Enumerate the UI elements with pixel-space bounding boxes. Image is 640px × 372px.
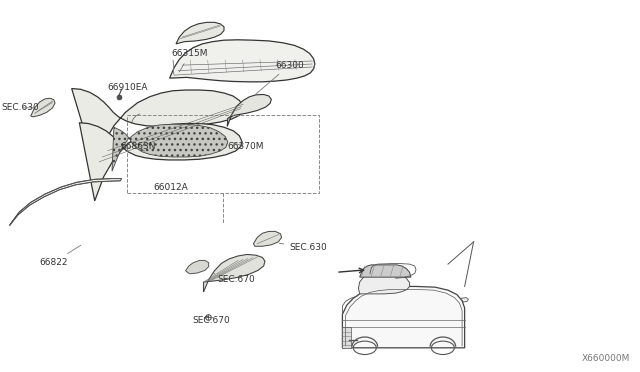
Polygon shape [360,265,411,277]
Text: 66863N: 66863N [120,142,156,151]
Polygon shape [227,94,271,126]
Polygon shape [186,260,209,274]
Polygon shape [342,286,465,348]
Bar [127,115,319,193]
Text: X660000M: X660000M [582,354,630,363]
Polygon shape [112,124,228,171]
Polygon shape [342,327,351,348]
Text: SEC.630: SEC.630 [279,243,327,252]
Polygon shape [358,272,410,294]
Polygon shape [253,231,282,246]
Text: 66315M: 66315M [172,49,208,72]
Polygon shape [204,254,265,292]
Polygon shape [72,89,243,166]
Text: 66012A: 66012A [154,183,188,192]
Text: SEC.630: SEC.630 [1,103,39,112]
Polygon shape [176,22,224,44]
Polygon shape [79,123,242,201]
Text: 66910EA: 66910EA [108,83,148,97]
Text: 66822: 66822 [40,245,81,267]
Text: SEC.670: SEC.670 [213,273,255,284]
Text: 66300: 66300 [255,61,304,95]
Text: SEC.670: SEC.670 [192,316,230,325]
Polygon shape [31,98,55,117]
Text: 66370M: 66370M [227,142,264,151]
Polygon shape [461,298,468,302]
Polygon shape [170,40,315,82]
Polygon shape [10,179,122,225]
